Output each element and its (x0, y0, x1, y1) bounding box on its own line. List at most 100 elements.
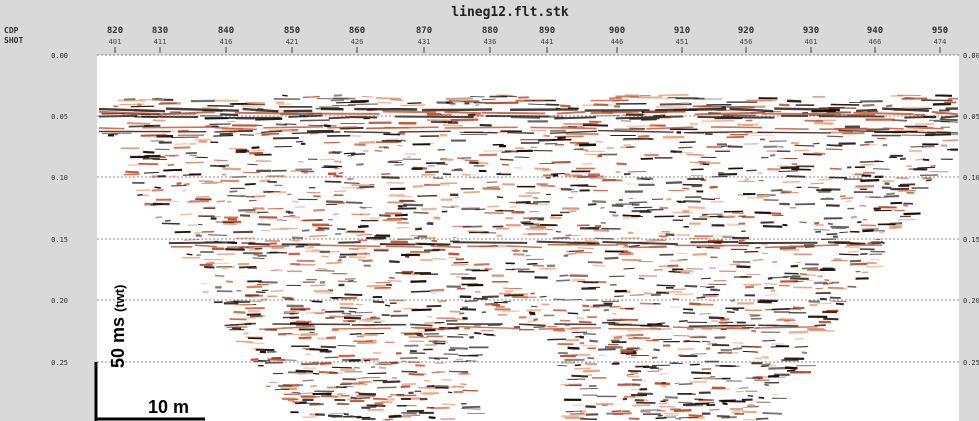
reflection (744, 177, 750, 182)
reflection (239, 265, 257, 269)
reflection (622, 397, 628, 401)
reflection (298, 336, 312, 340)
reflection (429, 142, 435, 145)
reflection (697, 116, 775, 119)
reflection (343, 316, 361, 320)
reflection (307, 244, 381, 248)
shot-number: 461 (805, 38, 818, 46)
reflection (232, 326, 242, 330)
reflection (689, 363, 700, 366)
cdp-label: CDP (4, 26, 19, 35)
reflection (533, 325, 545, 329)
reflection (677, 347, 695, 351)
reflection (245, 342, 265, 345)
reflection (814, 324, 826, 327)
reflection (706, 404, 716, 407)
reflection (451, 263, 469, 266)
reflection (323, 124, 331, 128)
time-label-right: 0.20 (963, 297, 979, 305)
reflection (862, 229, 874, 233)
reflection (688, 324, 756, 328)
reflections (98, 93, 959, 421)
reflection (410, 326, 450, 330)
reflection (729, 107, 774, 113)
reflection (328, 116, 351, 120)
reflection (722, 402, 728, 405)
reflection (292, 215, 301, 219)
reflection (463, 131, 498, 134)
reflection (250, 149, 265, 152)
reflection (603, 308, 609, 312)
reflection (282, 215, 293, 218)
reflection (567, 253, 577, 255)
reflection (491, 303, 500, 307)
reflection (388, 415, 402, 418)
reflection (331, 296, 339, 300)
reflection (604, 256, 619, 260)
reflection (345, 201, 363, 204)
reflection (467, 230, 483, 233)
reflection (411, 308, 432, 312)
reflection (495, 172, 502, 175)
reflection (183, 239, 200, 241)
reflection (774, 107, 840, 112)
reflection (270, 290, 284, 292)
reflection (464, 300, 478, 303)
reflection (444, 126, 518, 129)
reflection (571, 374, 589, 378)
reflection (117, 99, 146, 102)
reflection (683, 200, 701, 203)
reflection (622, 214, 641, 217)
reflection (867, 261, 877, 265)
reflection (657, 368, 663, 371)
reflection (784, 366, 798, 370)
reflection (214, 274, 225, 278)
reflection (462, 173, 471, 176)
reflection (220, 113, 239, 117)
reflection (721, 145, 731, 147)
reflection (390, 98, 403, 101)
reflection (587, 261, 603, 264)
reflection (609, 211, 617, 214)
reflection (621, 258, 642, 262)
reflection (718, 172, 738, 176)
reflection (499, 158, 514, 161)
cdp-number: 880 (482, 26, 498, 36)
reflection (378, 214, 391, 217)
reflection (202, 106, 219, 110)
reflection (674, 382, 680, 385)
shot-number: 466 (869, 38, 882, 46)
reflection (709, 409, 720, 411)
reflection (496, 196, 504, 199)
reflection (481, 295, 499, 299)
reflection (233, 310, 246, 314)
reflection (327, 414, 343, 418)
shot-number: 401 (109, 38, 122, 46)
reflection (309, 403, 322, 406)
reflection (592, 264, 606, 267)
reflection (470, 96, 485, 98)
reflection (618, 252, 634, 256)
reflection (554, 116, 597, 120)
reflection (287, 399, 295, 402)
reflection (778, 170, 799, 172)
labels: 0.00 0.00 0.05 0.05 0.10 0.10 0.15 0.15 0.20 0.20… (51, 26, 979, 367)
reflection (646, 208, 664, 211)
reflection (768, 366, 788, 370)
reflection (159, 155, 166, 159)
reflection (678, 319, 688, 323)
reflection (701, 277, 711, 280)
reflection (742, 350, 759, 353)
reflection (569, 250, 584, 252)
reflection (377, 403, 383, 407)
reflection (305, 312, 316, 314)
reflection (597, 129, 674, 133)
reflection (333, 213, 340, 215)
reflection (280, 385, 294, 389)
reflection (98, 127, 125, 130)
reflection (501, 163, 510, 166)
reflection (234, 111, 299, 115)
reflection (906, 126, 944, 130)
reflection (341, 296, 357, 300)
reflection (711, 119, 735, 122)
